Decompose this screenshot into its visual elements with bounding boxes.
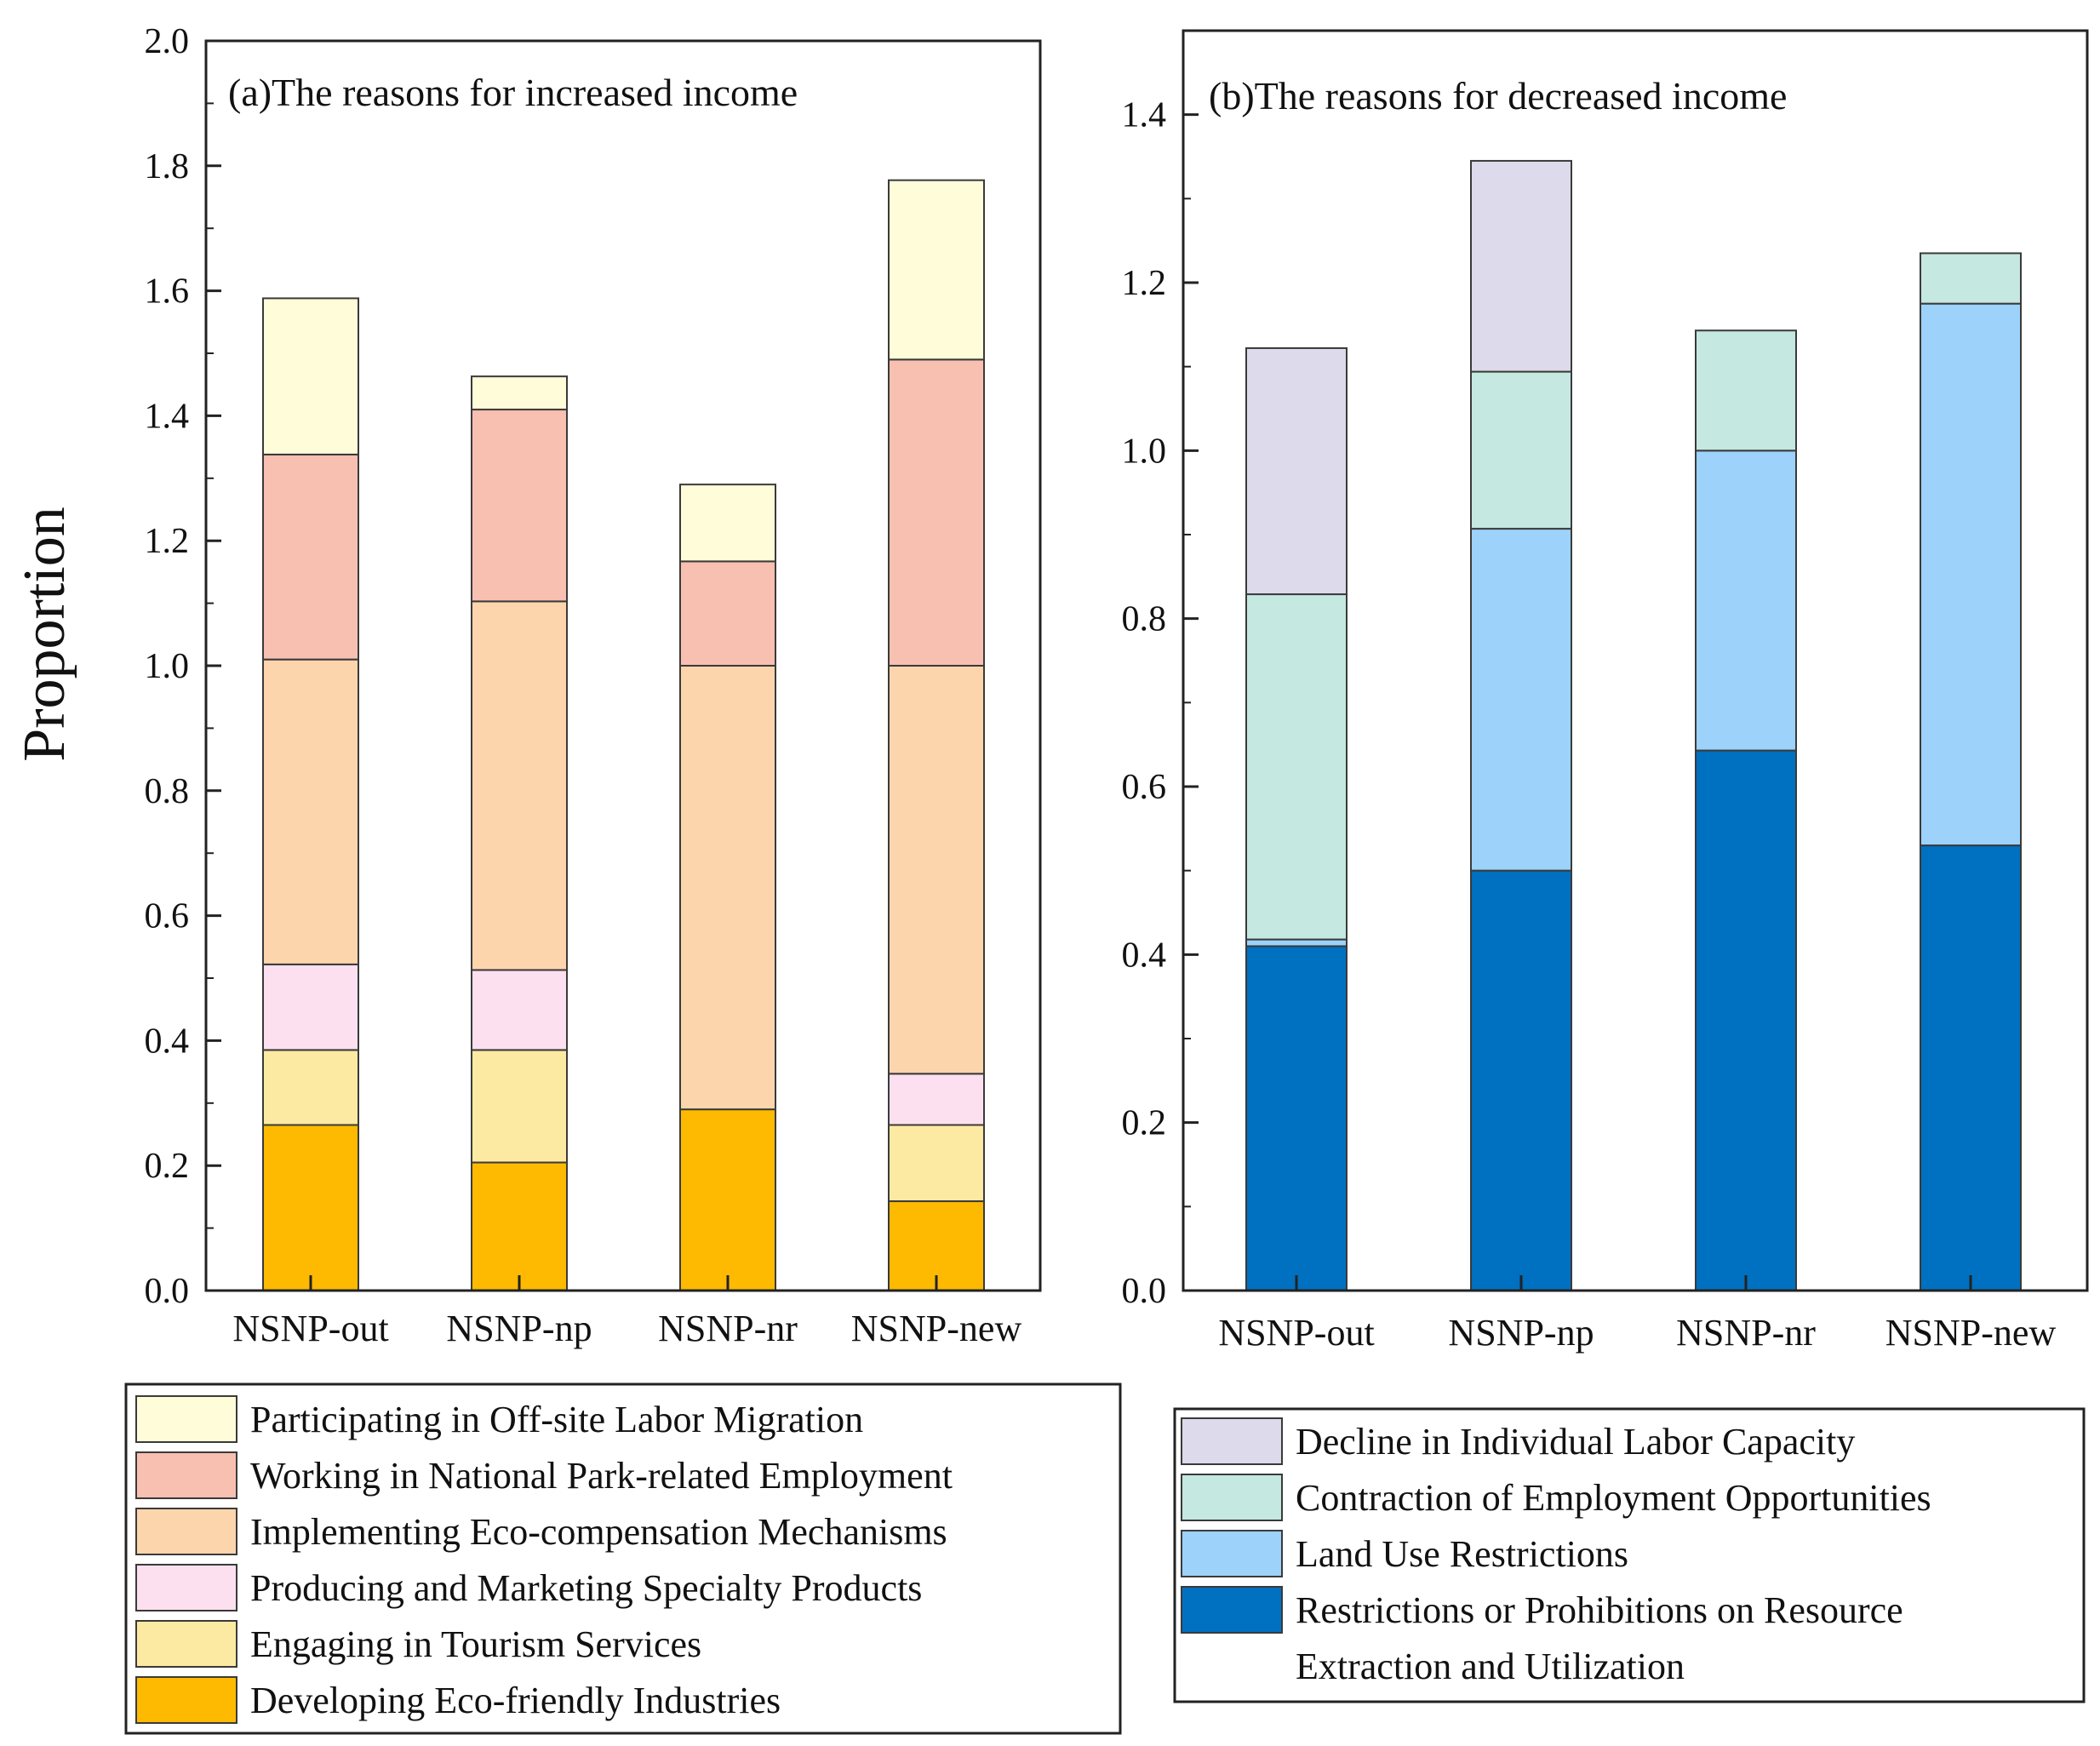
- bar-nsnp-out-series-3: [262, 658, 359, 965]
- legend-label: Working in National Park-related Employm…: [250, 1455, 953, 1497]
- legend-swatch: [135, 1451, 237, 1499]
- panel-title: (b)The reasons for decreased income: [1209, 74, 1787, 117]
- bar-nsnp-nr-series-1: [1695, 449, 1797, 752]
- legend-label: Implementing Eco-compensation Mechanisms: [250, 1511, 947, 1553]
- legend-label: Contraction of Employment Opportunities: [1296, 1477, 1931, 1519]
- bar-nsnp-np-series-4: [471, 409, 568, 603]
- panel-a-increased-income: NSNP-out NSNP-np NSNP-nr NSNP-new 0.0 0.2 0.4 0…: [145, 22, 1042, 1349]
- bar-nsnp-np-series-1: [471, 1049, 568, 1164]
- y-tick-label: 0.0: [145, 1272, 190, 1311]
- legend-label: Participating in Off-site Labor Migratio…: [250, 1399, 863, 1440]
- x-tick-label: NSNP-nr: [1676, 1312, 1816, 1354]
- bar-nsnp-np-series-2: [1470, 370, 1572, 530]
- x-tick-label: NSNP-np: [1448, 1312, 1594, 1354]
- x-tick-label: NSNP-np: [446, 1308, 592, 1349]
- bar-nsnp-out-series-1: [262, 1049, 359, 1126]
- bar-nsnp-nr-series-4: [679, 560, 776, 667]
- bar-nsnp-nr-series-2: [1695, 329, 1797, 452]
- legend-label: Producing and Marketing Specialty Produc…: [250, 1567, 922, 1609]
- legend-swatch: [1181, 1586, 1283, 1634]
- x-tick-label: NSNP-out: [1218, 1312, 1374, 1354]
- legend-label: Engaging in Tourism Services: [250, 1623, 701, 1665]
- y-tick-label: 2.0: [145, 22, 190, 61]
- legend-swatch: [135, 1676, 237, 1724]
- panel-b-decreased-income: NSNP-out NSNP-np NSNP-nr NSNP-new 0.0 0.2 0.4 0…: [1122, 29, 2089, 1354]
- plot-frame: [1182, 29, 2089, 1292]
- y-tick-label: 0.0: [1122, 1272, 1167, 1311]
- y-tick-label: 0.4: [1122, 936, 1167, 975]
- y-tick-label: 0.4: [145, 1022, 190, 1061]
- legend-swatch: [135, 1620, 237, 1668]
- legend-label: Decline in Individual Labor Capacity: [1296, 1421, 1855, 1463]
- bar-nsnp-new-series-1: [888, 1124, 985, 1203]
- y-axis-label: Proportion: [12, 507, 77, 761]
- bar-nsnp-new-series-2: [888, 1073, 985, 1126]
- bar-nsnp-out-series-3: [1245, 346, 1348, 596]
- bar-nsnp-out-series-2: [1245, 593, 1348, 941]
- y-tick-label: 1.6: [145, 272, 190, 312]
- legend-box: [1173, 1407, 2086, 1703]
- bar-nsnp-out-series-0: [262, 1124, 359, 1291]
- legend-swatch: [135, 1564, 237, 1611]
- legend-b: Decline in Individual Labor Capacity Cont…: [1173, 1407, 2086, 1703]
- y-tick-label: 0.8: [145, 772, 190, 811]
- y-tick-label: 1.0: [1122, 432, 1167, 471]
- y-tick-label: 1.4: [1122, 96, 1167, 135]
- y-tick-label: 1.2: [1122, 264, 1167, 303]
- x-tick-label: NSNP-new: [1885, 1312, 2057, 1354]
- bar-nsnp-nr-series-0: [1695, 749, 1797, 1291]
- legend-swatch: [135, 1395, 237, 1443]
- x-tick-label: NSNP-new: [851, 1308, 1022, 1349]
- y-tick-label: 1.0: [145, 647, 190, 686]
- bar-nsnp-np-series-5: [471, 375, 568, 411]
- x-tick-label: NSNP-nr: [658, 1308, 798, 1349]
- bar-nsnp-new-series-1: [1920, 302, 2022, 847]
- bar-nsnp-np-series-0: [471, 1161, 568, 1292]
- bar-nsnp-nr-series-3: [679, 665, 776, 1111]
- bar-nsnp-np-series-3: [1470, 159, 1572, 373]
- y-tick-label: 1.4: [145, 397, 190, 436]
- y-tick-label: 1.2: [145, 522, 190, 561]
- bar-nsnp-new-series-3: [888, 665, 985, 1075]
- bar-nsnp-new-series-5: [888, 179, 985, 361]
- y-tick-label: 0.8: [1122, 600, 1167, 639]
- legend-swatch: [1181, 1530, 1283, 1577]
- bar-nsnp-out-series-4: [262, 453, 359, 661]
- bar-nsnp-nr-series-5: [679, 484, 776, 563]
- bar-nsnp-out-series-5: [262, 297, 359, 455]
- legend-box: [124, 1382, 1122, 1735]
- y-tick-label: 0.6: [1122, 768, 1167, 807]
- y-tick-label: 0.6: [145, 897, 190, 936]
- legend-a: Participating in Off-site Labor Migratio…: [124, 1382, 1122, 1735]
- x-tick-label: NSNP-out: [232, 1308, 388, 1349]
- bar-nsnp-nr-series-0: [679, 1108, 776, 1292]
- bar-nsnp-new-series-4: [888, 358, 985, 667]
- y-tick-label: 0.2: [1122, 1104, 1167, 1143]
- panel-title: (a)The reasons for increased income: [228, 71, 798, 114]
- y-tick-label: 1.8: [145, 147, 190, 186]
- bar-nsnp-np-series-2: [471, 969, 568, 1051]
- bar-nsnp-out-series-1: [1245, 938, 1348, 947]
- bar-nsnp-np-series-3: [471, 600, 568, 971]
- legend-swatch: [1181, 1417, 1283, 1465]
- legend-label: Restrictions or Prohibitions on Resource: [1296, 1589, 1903, 1631]
- legend-label: Land Use Restrictions: [1296, 1533, 1628, 1575]
- bar-nsnp-new-series-0: [1920, 844, 2022, 1291]
- legend-label: Developing Eco-friendly Industries: [250, 1680, 781, 1721]
- bar-nsnp-new-series-2: [1920, 252, 2022, 305]
- bar-nsnp-np-series-1: [1470, 528, 1572, 872]
- legend-swatch: [135, 1508, 237, 1555]
- bar-nsnp-out-series-0: [1245, 945, 1348, 1291]
- y-tick-label: 0.2: [145, 1147, 190, 1186]
- bar-nsnp-out-series-2: [262, 963, 359, 1051]
- bar-nsnp-np-series-0: [1470, 869, 1572, 1292]
- legend-label: Extraction and Utilization: [1296, 1646, 1685, 1687]
- legend-swatch: [1181, 1474, 1283, 1521]
